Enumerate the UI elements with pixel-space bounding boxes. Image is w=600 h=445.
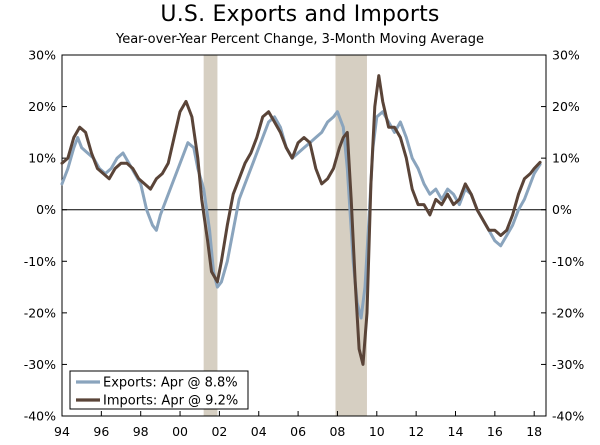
y-tick-label-right: -30% (552, 357, 584, 372)
legend-label-imports: Imports: Apr @ 9.2% (103, 394, 238, 409)
x-tick-label: 10 (369, 424, 385, 439)
x-tick-label: 06 (290, 424, 306, 439)
y-tick-label-right: 30% (552, 48, 580, 63)
series-line-exports (60, 110, 542, 320)
x-tick-label: 00 (172, 424, 188, 439)
legend-label-exports: Exports: Apr @ 8.8% (103, 376, 238, 391)
x-tick-label: 96 (93, 424, 109, 439)
chart-title: U.S. Exports and Imports (160, 2, 440, 27)
x-tick-label: 04 (251, 424, 267, 439)
x-tick-label: 98 (133, 424, 149, 439)
x-tick-label: 08 (329, 424, 345, 439)
chart-subtitle: Year-over-Year Percent Change, 3-Month M… (116, 32, 484, 47)
y-tick-label-right: -20% (552, 305, 584, 320)
y-tick-label-right: -40% (552, 409, 584, 424)
legend: Exports: Apr @ 8.8% Imports: Apr @ 9.2% (69, 370, 249, 410)
y-tick-label-left: -20% (24, 305, 56, 320)
y-tick-label-right: 10% (552, 151, 580, 166)
y-tick-label-left: -30% (24, 357, 56, 372)
y-tick-label-left: 20% (28, 99, 56, 114)
y-tick-label-right: 0% (552, 202, 572, 217)
x-tick-label: 02 (211, 424, 227, 439)
x-tick-label: 14 (448, 424, 464, 439)
plot-frame (61, 54, 547, 417)
y-tick-label-left: -40% (24, 409, 56, 424)
y-tick-label-left: 30% (28, 48, 56, 63)
y-tick-label-right: 20% (552, 99, 580, 114)
series-line-imports (60, 74, 542, 366)
y-tick-label-left: -10% (24, 254, 56, 269)
legend-box (69, 370, 249, 410)
y-tick-label-left: 0% (36, 202, 56, 217)
x-tick-label: 16 (487, 424, 503, 439)
y-tick-label-left: 10% (28, 151, 56, 166)
x-tick-label: 18 (526, 424, 542, 439)
x-tick-label: 12 (408, 424, 424, 439)
y-tick-label-right: -10% (552, 254, 584, 269)
x-tick-label: 94 (54, 424, 70, 439)
